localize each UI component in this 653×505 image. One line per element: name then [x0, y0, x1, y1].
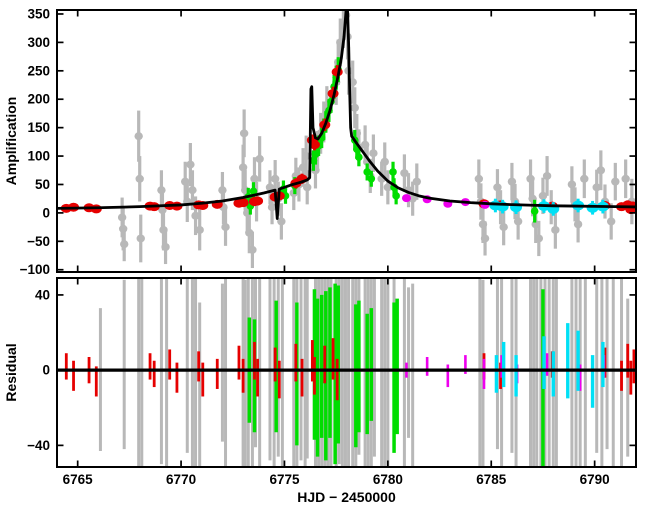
axes-box: [56, 9, 637, 273]
x-tick-label: 6780: [373, 472, 403, 487]
data-point: [308, 140, 320, 150]
x-tick-label: 6775: [269, 472, 300, 487]
data-point: [513, 217, 523, 226]
data-point: [265, 183, 275, 192]
data-point: [401, 194, 411, 203]
data-point: [255, 154, 264, 163]
data-point: [267, 203, 277, 212]
amplification-y-axis-label: Amplification: [3, 97, 19, 186]
amplification-data-area: [57, 10, 636, 269]
y-tick-label: 0: [42, 363, 50, 378]
data-point: [134, 132, 143, 141]
data-point: [573, 220, 583, 229]
x-tick-label: 6770: [166, 472, 196, 487]
data-point: [188, 186, 197, 195]
data-point: [135, 174, 144, 183]
data-point: [526, 174, 535, 183]
data-point: [380, 157, 389, 166]
data-point: [567, 180, 577, 189]
data-point: [270, 174, 280, 183]
data-point: [239, 129, 249, 138]
data-point: [161, 242, 170, 251]
data-point: [277, 217, 286, 226]
y-tick-label: −100: [20, 262, 50, 277]
data-point: [542, 171, 552, 180]
data-point: [367, 174, 376, 183]
data-point: [369, 149, 378, 158]
data-point: [191, 211, 200, 220]
data-point: [493, 183, 502, 192]
data-point: [596, 166, 606, 175]
followup-cyan-residuals: [494, 323, 605, 408]
y-tick-label: 100: [27, 149, 50, 164]
data-point: [301, 152, 311, 161]
best-fit-model: [57, 10, 636, 220]
data-point: [534, 234, 544, 243]
data-point: [530, 207, 539, 215]
data-point: [480, 234, 490, 243]
data-point: [363, 168, 371, 176]
y-tick-label: 300: [27, 35, 50, 50]
data-point: [606, 217, 616, 226]
y-tick-label: 0: [42, 205, 50, 220]
data-point: [248, 245, 257, 254]
residual-y-axis-label: Residual: [3, 343, 19, 401]
data-point: [412, 177, 422, 186]
amplification-axes: −100 −50 0 50 100 150 200 250 300 350 Amplificatio…: [3, 6, 637, 277]
data-point: [611, 177, 620, 186]
data-point: [474, 174, 484, 183]
data-point: [551, 225, 560, 234]
data-point: [237, 198, 249, 208]
data-point: [195, 225, 204, 234]
data-point: [383, 183, 393, 192]
y-tick-label: 150: [27, 120, 50, 135]
y-tick-label: 200: [27, 92, 50, 107]
data-point: [221, 223, 230, 232]
data-point: [252, 196, 264, 206]
data-point: [392, 192, 400, 200]
data-point: [580, 174, 589, 183]
survey-red-residuals: [64, 338, 636, 401]
x-tick-label: 6785: [476, 472, 507, 487]
y-tick-label: 40: [35, 287, 50, 302]
x-tick-label: 6790: [580, 472, 610, 487]
data-point: [249, 187, 258, 196]
data-point: [400, 169, 409, 178]
y-tick-label: −50: [27, 234, 50, 249]
data-point: [136, 234, 145, 243]
survey-gray: [117, 10, 636, 269]
axes-box: [56, 277, 637, 468]
y-tick-label: −40: [27, 438, 50, 453]
data-point: [355, 153, 363, 161]
data-point: [389, 168, 397, 176]
x-axis-label: HJD − 2450000: [297, 489, 396, 505]
data-point: [538, 191, 548, 200]
data-point: [186, 160, 195, 169]
y-tick-label: 50: [35, 177, 50, 192]
data-point: [499, 223, 508, 232]
data-point: [621, 174, 630, 183]
data-point: [303, 183, 312, 192]
residual-axes: −40 0 40 6765 6770 6775 6780 6785 6790 Residual HJ…: [3, 277, 637, 505]
data-point: [507, 177, 517, 186]
residual-data-area: [57, 278, 636, 467]
data-point: [350, 103, 359, 112]
y-tick-label: 250: [27, 63, 50, 78]
data-point: [238, 163, 248, 172]
data-point: [592, 183, 601, 192]
data-point: [250, 174, 259, 183]
data-point: [120, 240, 129, 249]
x-tick-label: 6765: [63, 472, 94, 487]
followup-green: [244, 57, 539, 223]
y-tick-label: 350: [27, 6, 50, 21]
